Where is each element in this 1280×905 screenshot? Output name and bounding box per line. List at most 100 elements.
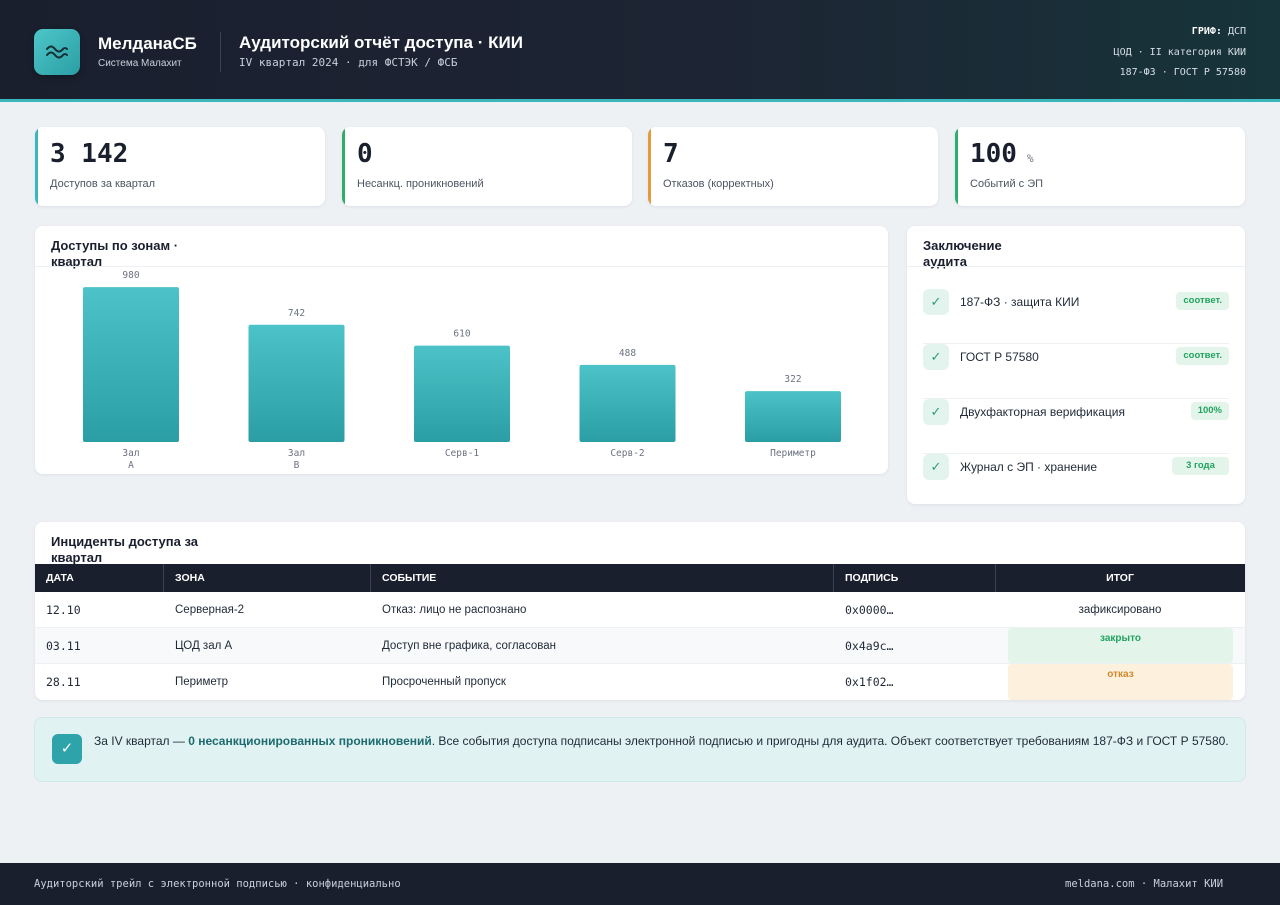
chart-bar[interactable] bbox=[83, 287, 179, 442]
kpi-card-signed-events: 100% Событий с ЭП bbox=[955, 127, 1245, 206]
kpi-card-accesses: 3 142 Доступов за квартал bbox=[35, 127, 325, 206]
footer-note: Аудиторский трейл с электронной подписью… bbox=[34, 878, 401, 890]
kpi-value: 7 bbox=[663, 139, 679, 169]
classification-block: ГРИФ: ДСП ЦОД · II категория КИИ 187-ФЗ … bbox=[1026, 22, 1246, 84]
category-label: Зал bbox=[288, 448, 305, 459]
cell-zone: Серверная-2 bbox=[175, 604, 245, 616]
conclusion-item: ✓ ГОСТ Р 57580 соответ. bbox=[923, 344, 1229, 399]
chart-bar[interactable] bbox=[248, 324, 345, 442]
conclusion-item: ✓ Двухфакторная верификация 100% bbox=[923, 399, 1229, 454]
zone-access-chart: 980ЗалА742ЗалВ610Серв-1488Серв-2322Перим… bbox=[83, 270, 841, 471]
conclusion-item-label: Двухфакторная верификация bbox=[960, 405, 1126, 419]
bar-value-label: 742 bbox=[288, 308, 305, 319]
grif-label: ГРИФ: bbox=[1191, 26, 1222, 37]
summary-text: За IV квартал — 0 несанкционированных пр… bbox=[94, 732, 1229, 750]
summary-prefix: За IV квартал — bbox=[94, 734, 189, 748]
bar-value-label: 488 bbox=[619, 348, 636, 359]
category-label: Серв-1 bbox=[445, 448, 480, 459]
kpi-accent bbox=[648, 127, 651, 206]
conclusion-item-label: 187-ФЗ · защита КИИ bbox=[960, 295, 1080, 309]
conclusion-item-label: ГОСТ Р 57580 bbox=[960, 350, 1039, 364]
column-header-zone: ЗОНА bbox=[175, 572, 205, 584]
cell-date: 28.11 bbox=[46, 675, 81, 689]
facility-category: ЦОД · II категория КИИ bbox=[1113, 46, 1246, 58]
kpi-label: Несанкц. проникновений bbox=[357, 178, 484, 190]
category-label: Зал bbox=[122, 448, 139, 459]
check-icon: ✓ bbox=[923, 344, 949, 370]
table-row[interactable]: 28.11 Периметр Просроченный пропуск 0x1f… bbox=[35, 664, 1245, 700]
column-divider bbox=[995, 564, 996, 592]
cell-zone: Периметр bbox=[175, 676, 229, 688]
category-label: Периметр bbox=[770, 448, 816, 459]
status-badge: закрыто bbox=[1008, 628, 1233, 663]
summary-rest: . Все события доступа подписаны электрон… bbox=[431, 734, 1229, 748]
bar-value-label: 980 bbox=[122, 270, 139, 281]
conclusion-panel: Заключение аудита ✓ 187-ФЗ · защита КИИ … bbox=[907, 226, 1245, 504]
chart-panel: Доступы по зонам · квартал 980 Зал А 742 Зал… bbox=[35, 226, 888, 474]
table-header: ДАТА ЗОНА СОБЫТИЕ ПОДПИСЬ ИТОГ bbox=[35, 564, 1245, 592]
check-icon: ✓ bbox=[923, 289, 949, 315]
cell-signature: 0x0000… bbox=[845, 603, 894, 617]
kpi-accent bbox=[342, 127, 345, 206]
kpi-label: Доступов за квартал bbox=[50, 178, 156, 190]
cell-date: 03.11 bbox=[46, 639, 81, 653]
compliance-badge: соответ. bbox=[1176, 347, 1229, 365]
kpi-value: 100 bbox=[970, 139, 1017, 169]
cell-signature: 0x1f02… bbox=[845, 675, 894, 689]
summary-highlight: 0 несанкционированных проникновений bbox=[188, 734, 432, 748]
kpi-value: 3 142 bbox=[50, 139, 129, 169]
cell-date: 12.10 bbox=[46, 603, 81, 617]
check-icon: ✓ bbox=[923, 399, 949, 425]
kpi-accent bbox=[955, 127, 958, 206]
cell-zone: ЦОД зал А bbox=[175, 640, 233, 652]
column-header-result: ИТОГ bbox=[1106, 572, 1134, 584]
header-divider bbox=[220, 32, 221, 72]
chart-bar[interactable] bbox=[745, 391, 841, 442]
standards-line: 187-ФЗ · ГОСТ Р 57580 bbox=[1119, 67, 1246, 78]
chart-bar[interactable] bbox=[414, 345, 510, 442]
chart-bar[interactable] bbox=[579, 364, 676, 442]
footer-link[interactable]: meldana.com · Малахит КИИ bbox=[1065, 878, 1224, 890]
report-subtitle: IV квартал 2024 · для ФСТЭК / ФСБ bbox=[239, 56, 458, 69]
column-header-signature: ПОДПИСЬ bbox=[845, 572, 899, 584]
conclusion-item: ✓ 187-ФЗ · защита КИИ соответ. bbox=[923, 289, 1229, 344]
kpi-value: 0 bbox=[357, 139, 373, 169]
panel-divider bbox=[35, 266, 888, 267]
check-icon: ✓ bbox=[923, 454, 949, 480]
cell-result: зафиксировано bbox=[1078, 604, 1162, 616]
brand-name: МелданаСБ bbox=[98, 34, 197, 53]
status-badge: отказ bbox=[1008, 664, 1233, 700]
check-icon: ✓ bbox=[52, 734, 82, 764]
cell-event: Просроченный пропуск bbox=[382, 676, 506, 688]
chart-title: Доступы по зонам · квартал bbox=[51, 238, 179, 269]
table-row[interactable]: 12.10 Серверная-2 Отказ: лицо не распозн… bbox=[35, 592, 1245, 628]
cell-signature: 0x4a9c… bbox=[845, 639, 894, 653]
kpi-card-intrusions: 0 Несанкц. проникновений bbox=[342, 127, 632, 206]
kpi-unit: % bbox=[1026, 152, 1034, 165]
column-divider bbox=[163, 564, 164, 592]
compliance-badge: 3 года bbox=[1172, 457, 1229, 475]
compliance-badge: соответ. bbox=[1176, 292, 1229, 310]
kpi-label: Отказов (корректных) bbox=[663, 178, 774, 190]
category-label: Серв-2 bbox=[610, 448, 644, 459]
wave-icon bbox=[46, 45, 68, 59]
panel-divider bbox=[907, 266, 1245, 267]
column-header-event: СОБЫТИЕ bbox=[382, 572, 437, 584]
report-header: МелданаСБ Система Малахит Аудиторский от… bbox=[0, 0, 1280, 102]
column-divider bbox=[833, 564, 834, 592]
bar-value-label: 322 bbox=[784, 374, 801, 385]
cell-event: Доступ вне графика, согласован bbox=[382, 640, 556, 652]
brand-logo bbox=[34, 29, 80, 75]
conclusion-item: ✓ Журнал с ЭП · хранение 3 года bbox=[923, 454, 1229, 509]
incidents-panel: Инциденты доступа за квартал ДАТА ЗОНА С… bbox=[35, 522, 1245, 700]
incidents-title: Инциденты доступа за квартал bbox=[51, 534, 198, 565]
table-row[interactable]: 03.11 ЦОД зал А Доступ вне графика, согл… bbox=[35, 628, 1245, 664]
bar-value-label: 610 bbox=[453, 329, 470, 340]
column-divider bbox=[370, 564, 371, 592]
audit-summary: ✓ За IV квартал — 0 несанкционированных … bbox=[34, 717, 1246, 782]
category-label: А bbox=[128, 460, 134, 471]
cell-event: Отказ: лицо не распознано bbox=[382, 604, 527, 616]
grif-value: ДСП bbox=[1227, 26, 1246, 37]
category-label: В bbox=[294, 460, 300, 471]
conclusion-title: Заключение аудита bbox=[923, 238, 1002, 269]
